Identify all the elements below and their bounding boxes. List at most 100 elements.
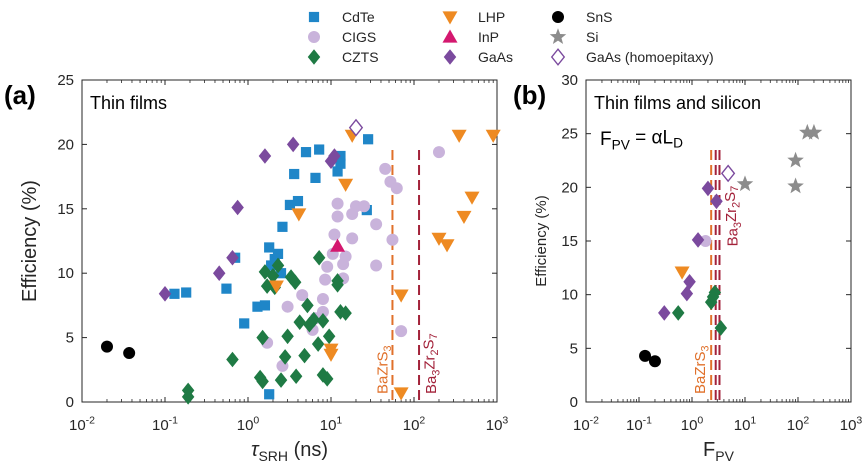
- panel-a-point-cigs: [331, 210, 344, 223]
- legend-item-lhp: LHP: [442, 9, 505, 25]
- panel-a-point-cdte: [292, 195, 304, 207]
- panel-a-point-czts: [256, 329, 269, 346]
- legend-item-inp: InP: [442, 29, 499, 45]
- panel-a-point-sns: [123, 347, 136, 360]
- panel-b-point-czts: [671, 305, 685, 321]
- panel-a-point-gaas: [286, 136, 300, 153]
- panel-a-point-lhp: [323, 343, 339, 357]
- panel-a-point-czts: [320, 371, 334, 387]
- panel-a-point-inp: [330, 238, 346, 252]
- panel-a-point-czts: [307, 311, 321, 328]
- panel-a-point-cdte: [264, 389, 275, 400]
- panel-a-ytick-label: 5: [66, 330, 74, 347]
- panel-b-xtick-label: 10-1: [626, 414, 652, 434]
- panel-a-point-cigs: [281, 300, 294, 313]
- panel-a-point-gaas-homoepitaxy: [348, 118, 364, 137]
- panel-b-ylabel: Efficiency (%): [533, 195, 550, 286]
- panel-a-point-gaas: [324, 153, 338, 169]
- panel-a-point-czts: [281, 328, 294, 345]
- legend-label-si: Si: [586, 29, 598, 45]
- panel-a-point-cdte: [239, 318, 250, 329]
- panel-a-point-cigs: [321, 260, 334, 273]
- panel-a-point-cdte: [269, 253, 280, 265]
- panel-a-point-czts: [266, 267, 280, 284]
- legend-label-inp: InP: [478, 29, 499, 45]
- legend-label-gaas-homoepitaxy: GaAs (homoepitaxy): [586, 49, 714, 65]
- panel-a-point-czts: [278, 349, 292, 365]
- panel-a-xlabel: τSRH (ns): [251, 439, 328, 462]
- panel-a-point-czts: [258, 264, 272, 280]
- panel-b-point-czts: [708, 284, 722, 301]
- legend-item-gaas: GaAs: [443, 49, 513, 65]
- panel-a-xtick-label: 100: [237, 414, 260, 434]
- panel-a-label: (a): [4, 80, 36, 110]
- panel-b-point-si: [736, 175, 754, 192]
- panel-a-point-cigs: [316, 305, 329, 318]
- panel-a-vline-label: Ba3Zr2S7: [420, 333, 442, 394]
- panel-a-point-cigs: [432, 146, 445, 159]
- panel-a-title: Thin films: [90, 93, 167, 113]
- panel-a-point-cigs: [296, 289, 309, 302]
- legend-marker-czts: [307, 49, 321, 65]
- legend-marker-cigs: [308, 31, 320, 43]
- panel-a-ytick-label: 15: [57, 201, 74, 218]
- panel-b-point-sns: [648, 355, 661, 368]
- legend-marker-gaas: [443, 49, 457, 65]
- panel-a-point-cigs: [370, 259, 383, 272]
- panel-b-point-si: [799, 123, 816, 140]
- panel-b-point-gaas-homoepitaxy: [720, 164, 736, 183]
- panel-b-xtick-label: 100: [681, 414, 704, 434]
- panel-a-point-cigs: [386, 233, 399, 246]
- panel-a-point-cdte: [314, 144, 325, 155]
- panel-a-point-cdte: [277, 221, 288, 232]
- legend-label-lhp: LHP: [478, 9, 505, 25]
- panel-a-point-czts: [311, 336, 325, 352]
- panel-a-plot-area: [81, 79, 498, 403]
- panel-b-point-czts: [714, 320, 728, 336]
- legend-marker-cdte: [308, 11, 320, 23]
- panel-a-point-gaas: [226, 249, 239, 266]
- panel-a-marks: 10-2 10-1 100 101 102 103 0 5 10 15 20 25 Efficiency…: [19, 72, 508, 462]
- panel-a-point-lhp: [338, 178, 354, 192]
- panel-b-point-gaas: [701, 180, 715, 197]
- panel-a-point-czts: [284, 269, 298, 285]
- panel-a-point-gaas: [158, 286, 172, 302]
- panel-a-point-cdte: [221, 283, 232, 294]
- panel-b-xtick-label: 102: [787, 414, 810, 434]
- panel-a-point-cigs: [370, 218, 383, 231]
- legend-marker-sns: [552, 11, 564, 23]
- panel-a-point-czts: [256, 373, 269, 390]
- panel-a-ytick-label: 25: [57, 72, 74, 89]
- panel-a-point-czts: [226, 351, 239, 368]
- panel-a-point-lhp: [464, 191, 480, 205]
- legend-item-sns: SnS: [552, 9, 612, 25]
- panel-a-point-cigs: [358, 200, 371, 213]
- panel-b-xtick-label: 103: [840, 414, 863, 434]
- panel-a-point-cdte: [310, 172, 321, 183]
- panel-a-point-cigs: [328, 228, 341, 241]
- panel-a-point-cdte: [275, 268, 287, 279]
- panel-a-point-lhp: [268, 280, 284, 294]
- panel-a-point-cdte: [335, 158, 346, 169]
- panel-a-point-czts: [339, 305, 352, 321]
- panel-a-point-cigs: [379, 162, 392, 175]
- panel-b-point-sns: [639, 349, 652, 362]
- panel-b-ytick-label: 25: [561, 126, 578, 143]
- panel-b-point-gaas: [691, 232, 705, 248]
- panel-b-xtick-label: 10-2: [573, 414, 599, 434]
- panel-a-point-gaas: [212, 265, 226, 281]
- panel-b-point-si: [787, 151, 804, 168]
- panel-a-point-lhp: [456, 210, 472, 225]
- panel-b-point-gaas: [680, 285, 694, 302]
- legend-label-cdte: CdTe: [342, 9, 375, 25]
- panel-a-point-cdte: [284, 199, 296, 211]
- panel-b-title: Thin films and silicon: [594, 93, 761, 113]
- panel-a-ylabel: Efficiency (%): [19, 180, 41, 302]
- panel-a-point-cigs: [319, 273, 332, 286]
- legend-label-gaas: GaAs: [478, 49, 513, 65]
- panel-a-ytick-label: 0: [66, 394, 74, 411]
- panel-a-point-cdte: [266, 260, 277, 271]
- panel-b-ytick-label: 15: [561, 233, 578, 250]
- panel-a-point-czts: [274, 372, 288, 388]
- panel-b-point-gaas: [658, 305, 671, 321]
